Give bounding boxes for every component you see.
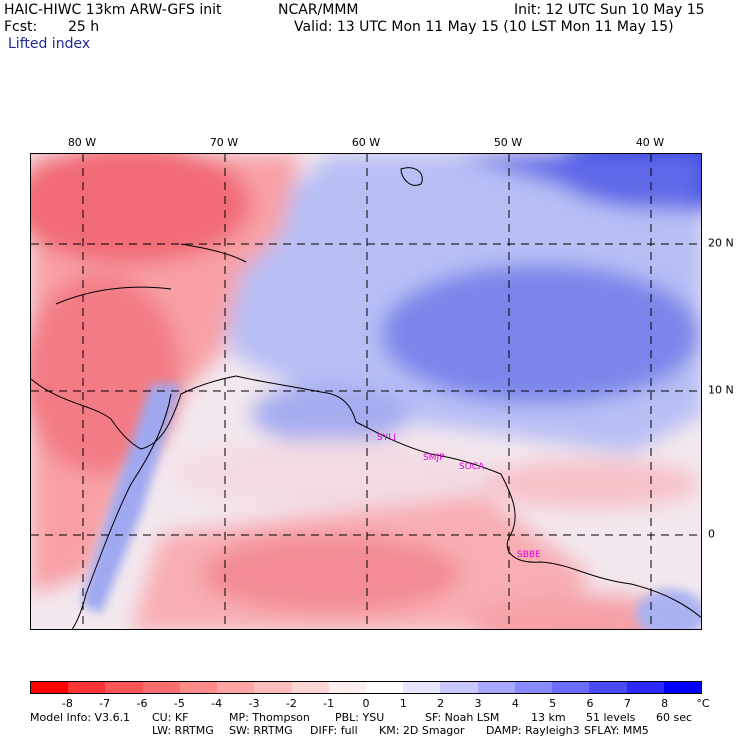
footer-sflay: SFLAY: MM5 bbox=[584, 724, 649, 737]
station-label: SYLI bbox=[377, 433, 396, 443]
colorbar-segment bbox=[403, 682, 441, 693]
colorbar-segment bbox=[440, 682, 478, 693]
colorbar-tick-label: 7 bbox=[623, 697, 631, 710]
field-name: Lifted index bbox=[8, 36, 91, 52]
colorbar-segment bbox=[217, 682, 255, 693]
footer-model-info: Model Info: V3.6.1 bbox=[30, 711, 131, 724]
colorbar-segment bbox=[254, 682, 292, 693]
valid-time: Valid: 13 UTC Mon 11 May 15 (10 LST Mon … bbox=[294, 19, 674, 35]
colorbar-segment bbox=[291, 682, 329, 693]
colorbar-tick-label: 8 bbox=[661, 697, 669, 710]
org-label: NCAR/MMM bbox=[278, 2, 359, 18]
footer-diff: DIFF: full bbox=[310, 724, 358, 737]
footer-cu: CU: KF bbox=[152, 711, 189, 724]
colorbar-segment bbox=[328, 682, 366, 693]
footer-pbl: PBL: YSU bbox=[335, 711, 385, 724]
colorbar-tick-label: 3 bbox=[474, 697, 482, 710]
footer-levels: 51 levels bbox=[586, 711, 636, 724]
colorbar-tick-label: 1 bbox=[399, 697, 407, 710]
colorbar-segment bbox=[31, 682, 69, 693]
colorbar-segment bbox=[68, 682, 106, 693]
footer-km: KM: 2D Smagor bbox=[379, 724, 465, 737]
colorbar-unit: °C bbox=[696, 697, 710, 710]
footer-mp: MP: Thompson bbox=[229, 711, 310, 724]
colorbar-tick-label: -1 bbox=[323, 697, 335, 710]
model-title: HAIC-HIWC 13km ARW-GFS init bbox=[4, 2, 222, 18]
colorbar-tick-label: 5 bbox=[549, 697, 557, 710]
lon-label-40w: 40 W bbox=[635, 136, 665, 149]
footer-sw: SW: RRTMG bbox=[229, 724, 293, 737]
lat-label-10n: 10 N bbox=[708, 383, 734, 397]
lon-label-70w: 70 W bbox=[209, 136, 239, 149]
footer-lw: LW: RRTMG bbox=[152, 724, 214, 737]
footer-timestep: 60 sec bbox=[656, 711, 693, 724]
map-canvas bbox=[31, 154, 701, 629]
colorbar-segment bbox=[589, 682, 627, 693]
station-label: SBBE bbox=[517, 550, 541, 560]
colorbar-segment bbox=[179, 682, 218, 693]
forecast-hours: 25 h bbox=[68, 19, 100, 35]
colorbar-tick-label: -7 bbox=[99, 697, 111, 710]
colorbar-tick-label: 6 bbox=[586, 697, 594, 710]
station-label: SOCA bbox=[459, 462, 485, 472]
lon-label-60w: 60 W bbox=[351, 136, 381, 149]
lat-label-20n: 20 N bbox=[708, 236, 734, 250]
colorbar-tick-label: 2 bbox=[437, 697, 445, 710]
lat-label-0: 0 bbox=[708, 527, 715, 541]
colorbar-segment bbox=[365, 682, 404, 693]
colorbar-tick-label: 4 bbox=[511, 697, 519, 710]
lon-label-80w: 80 W bbox=[67, 136, 97, 149]
colorbar-segment bbox=[142, 682, 180, 693]
init-time: Init: 12 UTC Sun 10 May 15 bbox=[514, 2, 705, 18]
colorbar-tick-label: -2 bbox=[285, 697, 297, 710]
colorbar-segment bbox=[626, 682, 664, 693]
station-label: SMJP bbox=[423, 453, 445, 463]
colorbar-segment bbox=[663, 682, 701, 693]
footer-sf: SF: Noah LSM bbox=[425, 711, 500, 724]
colorbar bbox=[30, 681, 702, 694]
colorbar-tick-label: -5 bbox=[173, 697, 185, 710]
colorbar-tick-label: -8 bbox=[61, 697, 73, 710]
lifted-index-map: SYLI SMJP SOCA SBBE bbox=[30, 153, 702, 630]
lon-label-50w: 50 W bbox=[493, 136, 523, 149]
colorbar-segment bbox=[552, 682, 590, 693]
colorbar-tick-label: -3 bbox=[248, 697, 260, 710]
colorbar-tick-label: -4 bbox=[211, 697, 223, 710]
colorbar-tick-label: 0 bbox=[362, 697, 370, 710]
colorbar-tick-label: -6 bbox=[136, 697, 148, 710]
footer-damp: DAMP: Rayleigh3 bbox=[486, 724, 580, 737]
forecast-label: Fcst: bbox=[4, 19, 38, 35]
colorbar-segment bbox=[514, 682, 553, 693]
colorbar-segment bbox=[105, 682, 143, 693]
footer-resolution: 13 km bbox=[531, 711, 566, 724]
colorbar-segment bbox=[477, 682, 515, 693]
